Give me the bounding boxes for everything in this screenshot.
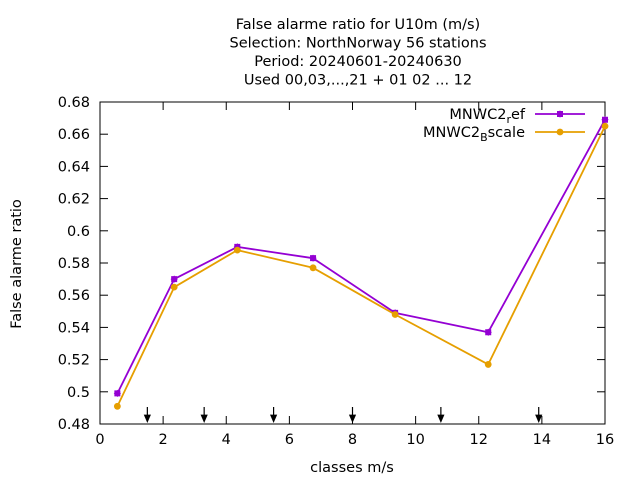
y-tick-label: 0.66 xyxy=(58,127,90,143)
data-point xyxy=(484,361,492,368)
legend-label-2: MNWC2Bscale xyxy=(423,125,525,144)
data-point xyxy=(309,254,317,262)
y-axis-label: False alarme ratio xyxy=(9,199,25,329)
y-tick-label: 0.64 xyxy=(58,159,90,175)
class-boundary-arrow xyxy=(535,407,543,424)
class-boundary-arrow xyxy=(200,407,208,424)
series-line xyxy=(116,119,606,394)
y-tick-label: 0.48 xyxy=(58,417,90,433)
legend-label-1: MNWC2ref xyxy=(449,107,525,126)
data-point xyxy=(170,275,178,283)
data-point xyxy=(113,402,121,410)
x-tick-label: 8 xyxy=(348,432,357,448)
x-tick-label: 4 xyxy=(222,432,231,448)
y-tick-label: 0.58 xyxy=(58,256,90,272)
x-tick-label: 14 xyxy=(533,432,551,448)
class-boundary-arrow xyxy=(437,407,445,424)
series-lines xyxy=(113,116,609,410)
class-boundary-arrow xyxy=(143,407,151,424)
class-boundary-arrow xyxy=(269,407,278,424)
x-tick-label: 10 xyxy=(406,432,424,448)
x-tick-label: 12 xyxy=(470,432,488,448)
y-tick-label: 0.56 xyxy=(58,288,90,304)
title-line: Period: 20240601-20240630 xyxy=(254,54,462,70)
data-point xyxy=(170,283,178,291)
data-point xyxy=(484,328,492,336)
chart-title: False alarme ratio for U10m (m/s) Selecti… xyxy=(230,17,487,89)
title-line: Selection: NorthNorway 56 stations xyxy=(230,36,487,52)
class-boundary-arrow xyxy=(348,407,357,424)
data-point xyxy=(309,264,317,272)
axis-ticks: 0.48 0.5 0.52 0.54 0.56 0.58 0.6 0.62 0.64 0.66 0.… xyxy=(58,95,615,448)
y-tick-label: 0.68 xyxy=(58,95,90,111)
y-tick-label: 0.5 xyxy=(67,385,90,401)
data-point xyxy=(113,389,121,398)
x-axis-label: classes m/s xyxy=(310,460,394,476)
title-line: False alarme ratio for U10m (m/s) xyxy=(236,17,480,33)
series-line xyxy=(116,125,606,407)
data-point xyxy=(233,246,241,254)
series-2 xyxy=(113,122,609,410)
x-tick-label: 6 xyxy=(285,432,294,448)
legend-marker-2 xyxy=(556,128,564,136)
y-tick-label: 0.62 xyxy=(58,192,90,208)
x-tick-label: 16 xyxy=(596,432,614,448)
plot-frame xyxy=(99,101,606,425)
y-tick-label: 0.54 xyxy=(58,320,90,336)
legend-marker-1 xyxy=(556,110,564,118)
series-1 xyxy=(113,116,609,398)
class-boundary-arrows xyxy=(143,407,543,424)
y-tick-label: 0.6 xyxy=(67,224,90,240)
x-tick-label: 2 xyxy=(159,432,168,448)
data-point xyxy=(601,122,609,130)
y-tick-label: 0.52 xyxy=(58,353,90,369)
plot-border xyxy=(99,101,606,425)
data-point xyxy=(391,311,399,318)
x-tick-label: 0 xyxy=(95,432,104,448)
title-line: Used 00,03,...,21 + 01 02 ... 12 xyxy=(244,73,472,89)
data-point xyxy=(601,116,609,124)
